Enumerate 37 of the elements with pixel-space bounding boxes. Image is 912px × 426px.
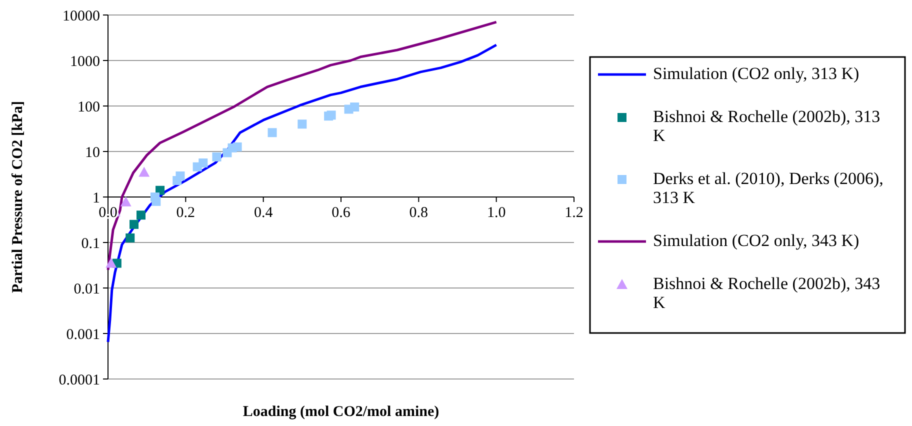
- x-tick-label: 1.2: [564, 205, 584, 221]
- y-tick-label: 0.001: [66, 326, 100, 343]
- y-tick-label: 10: [85, 144, 100, 161]
- legend-label: Simulation (CO2 only, 313 K): [653, 64, 860, 83]
- point: [212, 152, 222, 162]
- legend-label: Bishnoi & Rochelle (2002b), 313 K: [653, 107, 880, 145]
- y-tick-label: 0.1: [81, 236, 100, 252]
- point: [120, 196, 132, 206]
- x-tick-label: 0.6: [332, 205, 351, 221]
- point: [138, 166, 150, 177]
- x-tick-label: 0.2: [176, 205, 196, 221]
- legend-label: Simulation (CO2 only, 343 K): [653, 231, 860, 250]
- point: [232, 142, 242, 152]
- point: [136, 210, 146, 220]
- y-tick-label: 1000: [70, 54, 100, 70]
- y-axis-title: Partial Pressure of CO2 [kPa]: [10, 101, 26, 293]
- point: [298, 120, 307, 129]
- point: [106, 258, 117, 268]
- y-tick-label: 0.01: [74, 281, 100, 298]
- x-tick-label: 1.0: [486, 205, 506, 221]
- point: [130, 220, 139, 229]
- point: [198, 158, 208, 168]
- x-tick-label: 0.4: [254, 205, 274, 221]
- y-tick-label: 0.0001: [58, 372, 100, 388]
- y-tick-label: 10000: [62, 8, 100, 24]
- point: [268, 128, 277, 138]
- point: [152, 196, 161, 206]
- y-tick-label: 1: [92, 190, 100, 206]
- y-tick-label: 100: [78, 99, 100, 116]
- point: [176, 171, 185, 180]
- x-tick-label: 0.8: [409, 205, 428, 221]
- legend-label: Derks et al. (2010), Derks (2006), 313 K: [653, 169, 884, 207]
- point: [350, 102, 360, 112]
- point: [126, 233, 135, 242]
- x-axis-title: Loading (mol CO2/mol amine): [242, 404, 440, 420]
- point: [326, 110, 336, 120]
- legend-label: Bishnoi & Rochelle (2002b), 343 K: [653, 274, 880, 312]
